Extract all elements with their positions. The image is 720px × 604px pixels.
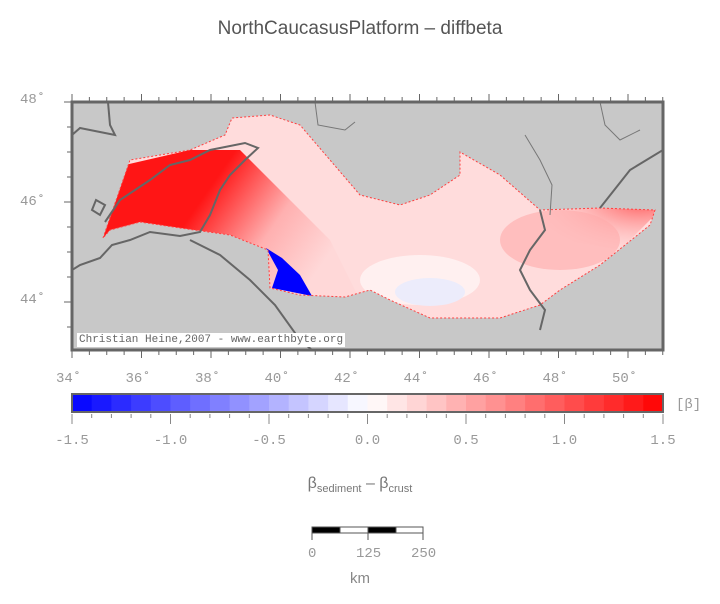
colorbar-bin xyxy=(269,394,290,412)
colorbar-bin xyxy=(643,394,664,412)
lon-tick-label: 36˚ xyxy=(125,371,151,387)
colorbar-bin xyxy=(72,394,93,412)
colorbar-bin xyxy=(209,394,231,412)
colorbar-bin xyxy=(367,394,388,412)
colorbar-tick-label: 0.0 xyxy=(354,433,381,449)
colorbar-tick-label: 0.5 xyxy=(453,433,479,449)
map-title: NorthCaucasusPlatform – diffbeta xyxy=(217,18,503,39)
colorbar-tick-label: -1.0 xyxy=(153,433,188,449)
colorbar-bin xyxy=(544,394,565,412)
colorbar-bin xyxy=(623,394,644,412)
sub-crust: crust xyxy=(388,483,413,496)
colorbar-tick-label: -0.5 xyxy=(252,433,286,449)
colorbar-bin xyxy=(406,394,428,412)
colorbar-frame xyxy=(71,393,664,413)
colorbar-bin xyxy=(584,394,605,412)
colorbar-tick-label: -1.5 xyxy=(55,433,89,449)
colorbar-bin xyxy=(603,394,625,412)
colorbar-bin xyxy=(466,394,487,412)
colorbar-bin xyxy=(229,394,250,412)
colorbar-bin xyxy=(485,394,506,412)
colorbar-bin xyxy=(525,394,546,412)
colorbar-tick-label: 1.5 xyxy=(650,433,676,449)
lon-tick-label: 46˚ xyxy=(473,371,499,387)
minus-beta: – β xyxy=(361,475,389,492)
colorbar-bin xyxy=(446,394,467,412)
colorbar-bin xyxy=(564,394,585,412)
lon-tick-label: 48˚ xyxy=(542,371,568,387)
colorbar xyxy=(72,394,664,412)
lat-tick-label: 46˚ xyxy=(20,194,46,210)
colorbar-bin xyxy=(426,394,447,412)
scale-label-125: 125 xyxy=(356,546,382,562)
colorbar-bin xyxy=(111,394,132,412)
colorbar-bin xyxy=(150,394,171,412)
colorbar-tick-label: 1.0 xyxy=(551,433,578,449)
colorbar-bin xyxy=(131,394,152,412)
scale-label-250: 250 xyxy=(411,546,437,562)
lon-tick-label: 50˚ xyxy=(612,371,638,387)
lon-tick-label: 44˚ xyxy=(403,371,429,387)
colorbar-bin xyxy=(387,394,408,412)
colorbar-bin xyxy=(308,394,329,412)
colorbar-unit: [β] xyxy=(676,397,702,413)
colorbar-bin xyxy=(347,394,368,412)
sub-sediment: sediment xyxy=(316,483,362,496)
lon-tick-label: 34˚ xyxy=(56,371,82,387)
colorbar-bin xyxy=(505,394,526,412)
colorbar-bin xyxy=(288,394,309,412)
colorbar-bin xyxy=(91,394,112,412)
lon-tick-label: 38˚ xyxy=(195,371,221,387)
credit-text: Christian Heine,2007 - www.earthbyte.org xyxy=(77,333,346,347)
lon-tick-label: 42˚ xyxy=(334,371,360,387)
lat-tick-label: 48˚ xyxy=(20,92,46,108)
colorbar-bin xyxy=(249,394,270,412)
scale-unit: km xyxy=(350,570,370,587)
negative-anomaly-patch xyxy=(266,248,312,296)
lon-tick-label: 40˚ xyxy=(264,371,290,387)
colorbar-bin xyxy=(170,394,191,412)
colorbar-bin xyxy=(328,394,349,412)
scale-label-0: 0 xyxy=(308,546,317,562)
beta-symbol: β xyxy=(307,475,317,492)
colorbar-label: βsediment – βcrust xyxy=(0,475,720,495)
scale-bar xyxy=(311,526,424,540)
lat-tick-label: 44˚ xyxy=(20,292,46,308)
colorbar-bin xyxy=(190,394,211,412)
